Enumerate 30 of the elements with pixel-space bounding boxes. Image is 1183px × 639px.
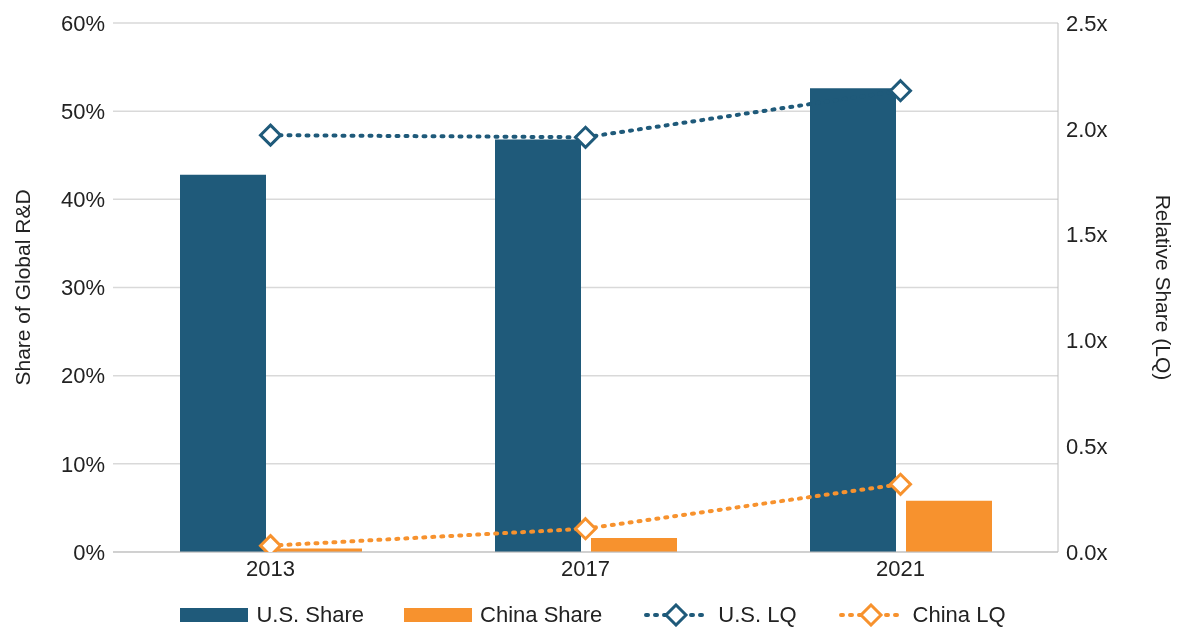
point (574, 517, 597, 541)
y2-axis-title: Relative Share (LQ) (1151, 194, 1175, 381)
y-tick-label: 60% (60, 10, 105, 36)
legend-label: U.S. Share (256, 602, 365, 628)
y-tick-label: 50% (60, 98, 105, 124)
bar (591, 537, 677, 552)
y-tick-label: 40% (60, 187, 105, 213)
x-tick-label: 2017 (561, 555, 610, 581)
y2-tick-label: 1.5x (1066, 222, 1108, 248)
legend-label: U.S. LQ (718, 602, 797, 628)
point (574, 125, 597, 149)
y2-tick-label: 0.0x (1066, 539, 1108, 565)
bar (180, 174, 266, 552)
point (889, 79, 912, 103)
y2-tick-label: 0.5x (1066, 434, 1108, 460)
y-tick-label: 10% (60, 451, 105, 477)
bar (906, 500, 992, 552)
point (889, 472, 912, 496)
x-tick-label: 2021 (876, 555, 925, 581)
legend-label: China Share (480, 602, 603, 628)
x-tick-label: 2013 (246, 555, 295, 581)
y2-tick-label: 1.0x (1066, 328, 1108, 354)
y2-tick-label: 2.5x (1066, 10, 1108, 36)
point (259, 123, 282, 147)
y-axis-title: Share of Global R&D (11, 189, 35, 386)
y-tick-label: 0% (73, 539, 105, 565)
y-tick-label: 20% (60, 363, 105, 389)
legend-label: China LQ (912, 602, 1006, 628)
y2-tick-label: 2.0x (1066, 116, 1108, 142)
y-tick-label: 30% (60, 275, 105, 301)
